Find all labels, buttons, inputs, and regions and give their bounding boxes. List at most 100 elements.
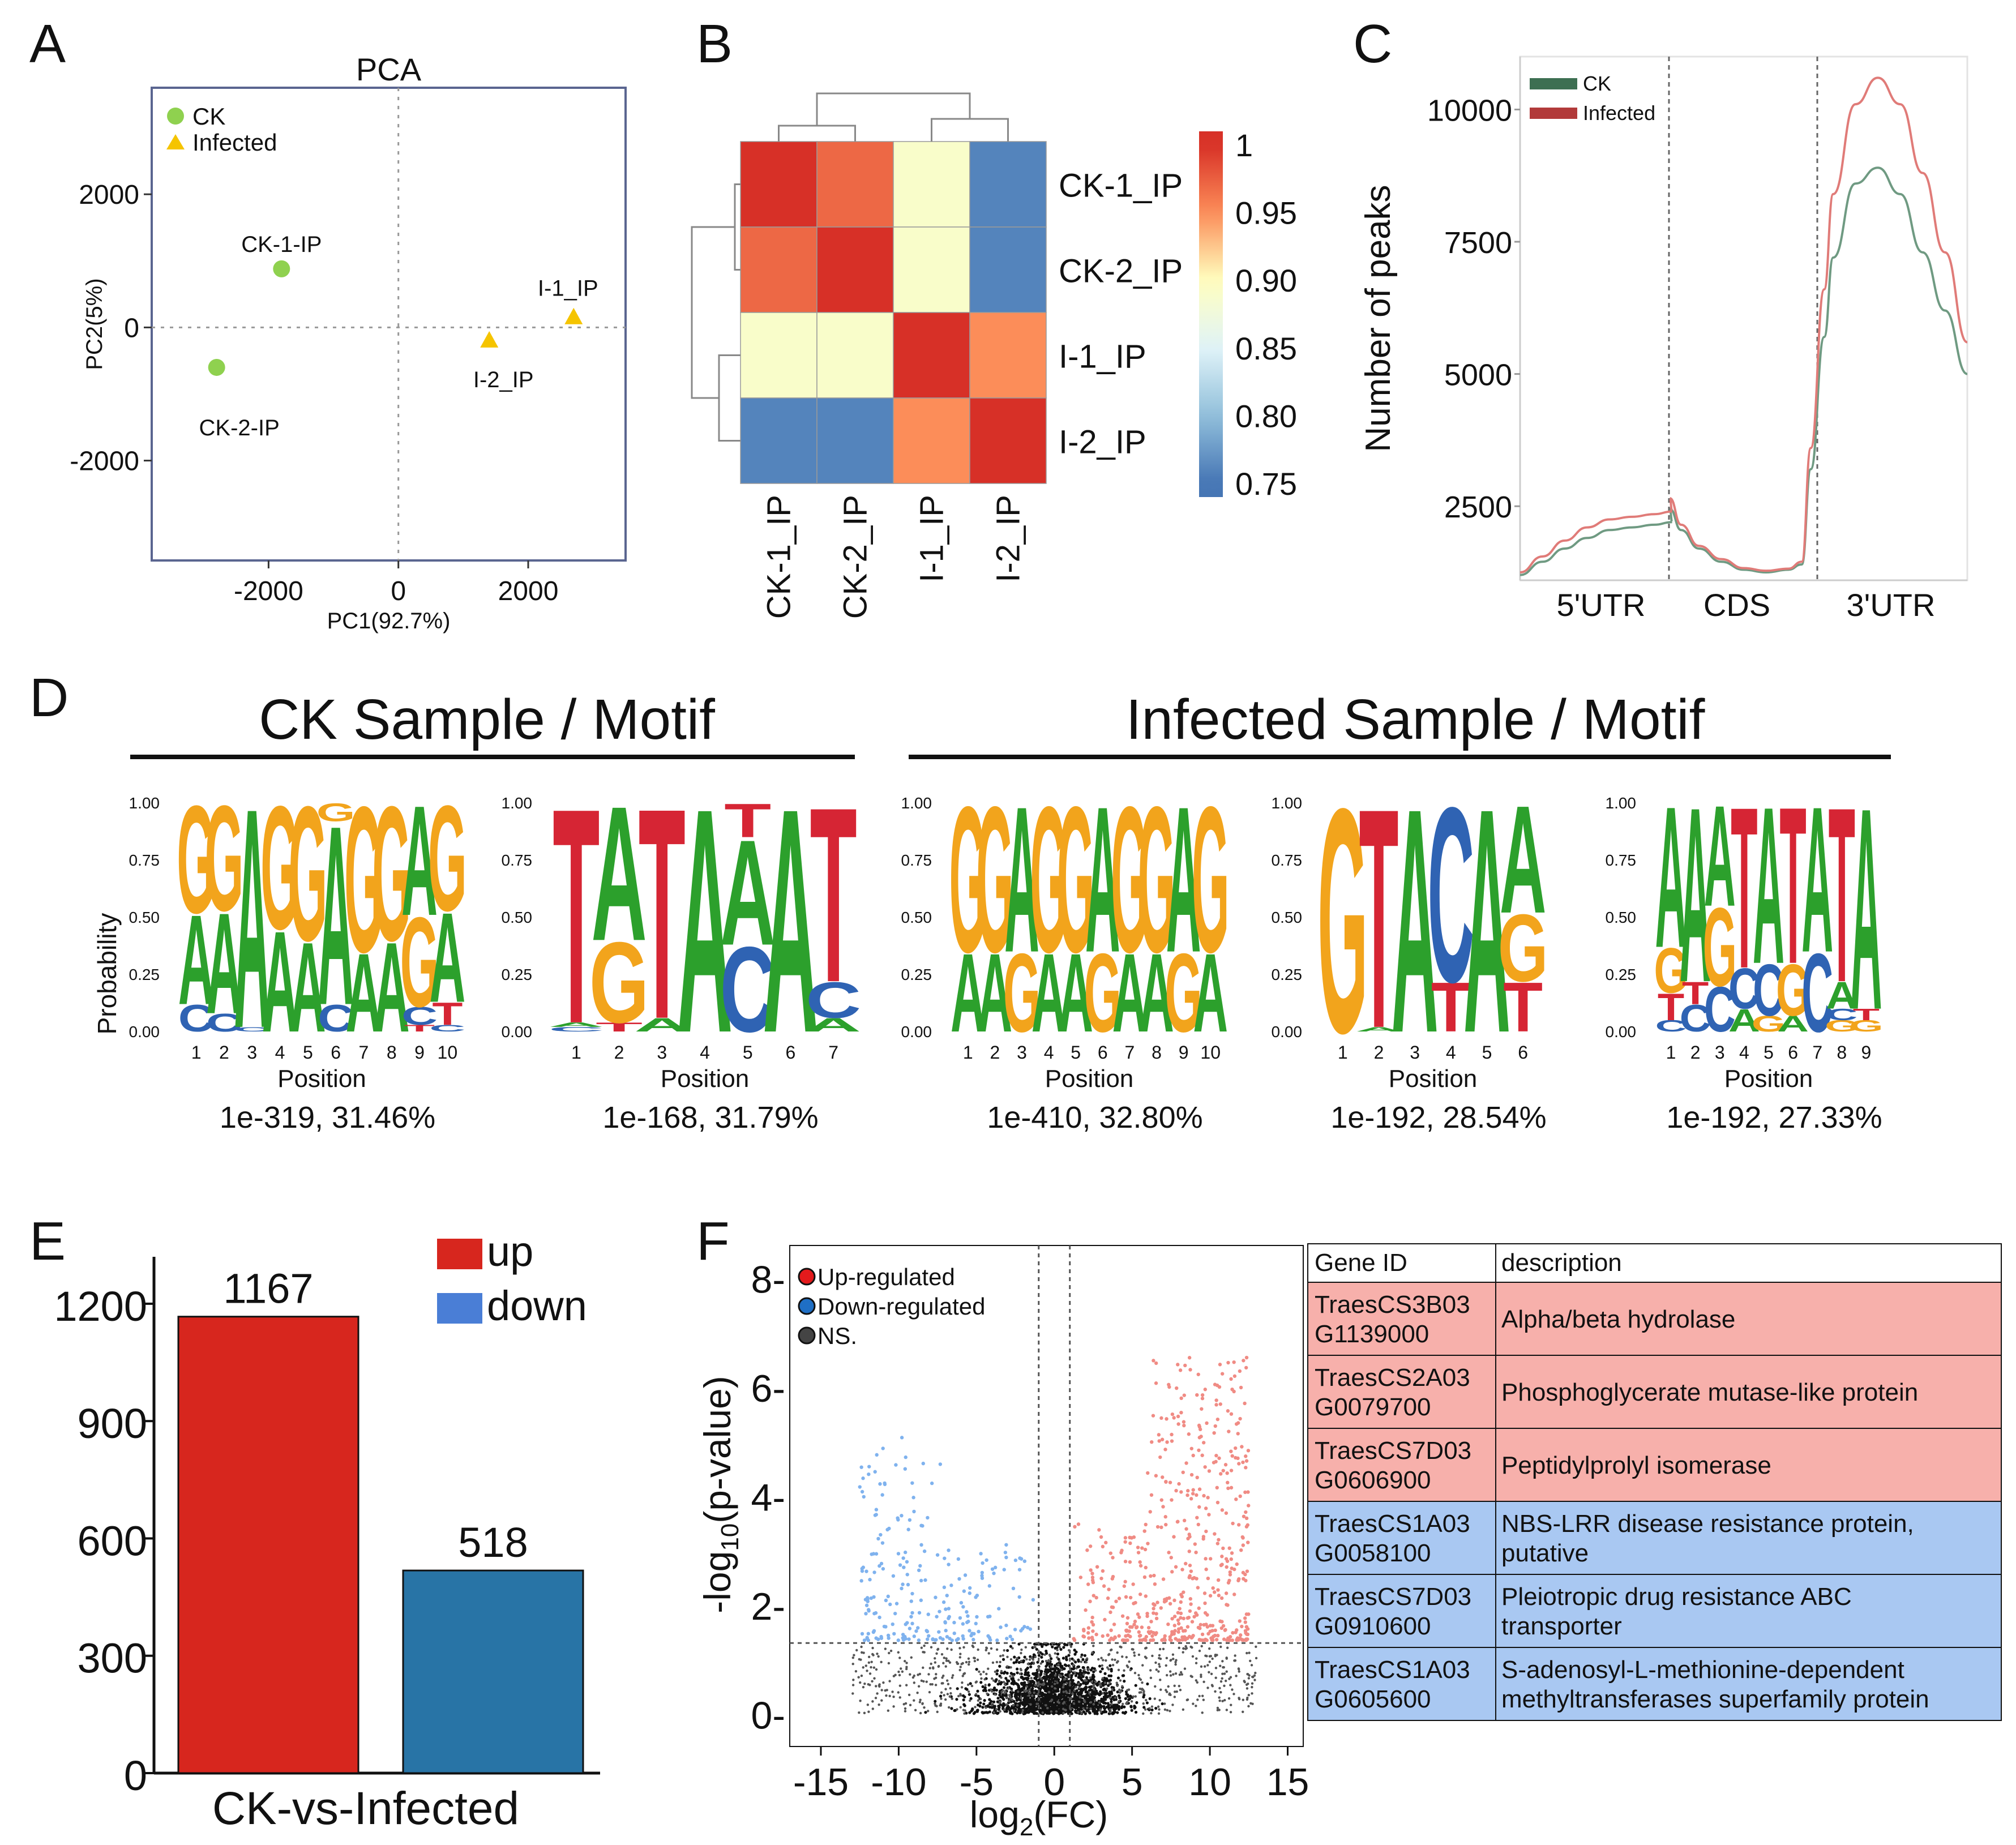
- volcano-point: [967, 1657, 970, 1660]
- volcano-point: [1110, 1605, 1114, 1609]
- volcano-point: [1081, 1704, 1084, 1707]
- volcano-point: [1232, 1593, 1236, 1596]
- volcano-point: [1191, 1453, 1195, 1458]
- volcano-point: [1020, 1659, 1023, 1663]
- volcano-point: [898, 1656, 901, 1659]
- volcano-point: [1103, 1707, 1107, 1710]
- colorbar-tick-label: 0.95: [1235, 195, 1297, 231]
- volcano-point: [878, 1615, 881, 1620]
- volcano-point: [1125, 1621, 1129, 1626]
- peaks-ytick-label: 7500: [1444, 226, 1512, 260]
- legend-ck-swatch: [1530, 78, 1577, 89]
- motif-ytick-label: 0.75: [901, 851, 932, 869]
- motif-letter: C: [1704, 973, 1736, 1045]
- volcano-point: [973, 1659, 977, 1663]
- volcano-point: [1158, 1647, 1162, 1651]
- volcano-point: [1090, 1615, 1094, 1620]
- volcano-point: [1159, 1525, 1163, 1530]
- volcano-point: [911, 1496, 915, 1500]
- volcano-point: [901, 1636, 905, 1640]
- volcano-point: [1245, 1683, 1248, 1686]
- volcano-point: [1109, 1628, 1113, 1632]
- volcano-point: [1157, 1433, 1161, 1437]
- volcano-point: [1174, 1672, 1178, 1675]
- volcano-point: [1102, 1584, 1106, 1588]
- volcano-point: [1136, 1551, 1141, 1555]
- volcano-point: [1092, 1696, 1095, 1699]
- volcano-point: [1033, 1646, 1036, 1649]
- volcano-point: [1174, 1565, 1178, 1569]
- volcano-point: [880, 1699, 883, 1702]
- volcano-point: [1108, 1551, 1112, 1555]
- volcano-point: [1117, 1596, 1122, 1600]
- volcano-point: [1182, 1651, 1184, 1654]
- volcano-point: [1076, 1522, 1081, 1526]
- volcano-point: [1046, 1668, 1049, 1672]
- table-header: [1307, 1243, 2002, 1283]
- volcano-point: [1120, 1638, 1125, 1642]
- volcano-point: [1159, 1688, 1162, 1691]
- volcano-point: [1092, 1710, 1095, 1713]
- volcano-point: [1163, 1638, 1167, 1642]
- volcano-point: [1050, 1691, 1054, 1694]
- volcano-point: [1077, 1658, 1080, 1662]
- volcano-point: [1102, 1701, 1105, 1705]
- volcano-point: [935, 1652, 938, 1655]
- volcano-point: [917, 1673, 919, 1676]
- volcano-point: [906, 1527, 910, 1531]
- volcano-point: [1028, 1627, 1033, 1631]
- volcano-point: [1142, 1706, 1146, 1709]
- volcano-point: [1191, 1655, 1195, 1658]
- motif-ytick-label: 0.25: [1272, 966, 1303, 983]
- volcano-point: [987, 1652, 990, 1655]
- volcano-legend-marker: [798, 1326, 816, 1345]
- volcano-point: [998, 1701, 1001, 1703]
- volcano-point: [864, 1603, 869, 1607]
- volcano-point: [1073, 1653, 1077, 1656]
- pca-chart: PCA-2000 0 200020000-2000PC1(92.7%)PC2(5%)…: [70, 52, 627, 633]
- volcano-point: [1212, 1431, 1216, 1435]
- volcano-point: [1053, 1683, 1056, 1685]
- volcano-point: [1072, 1667, 1076, 1670]
- motif-letter: A: [1004, 763, 1039, 996]
- volcano-point: [945, 1679, 949, 1682]
- motif-letter: C: [234, 1026, 270, 1033]
- volcano-point: [1004, 1555, 1008, 1560]
- volcano-point: [1189, 1602, 1193, 1606]
- volcano-point: [1061, 1686, 1065, 1689]
- heatmap-row-label: CK-1_IP: [1059, 168, 1183, 204]
- volcano-point: [934, 1657, 936, 1660]
- heatmap-col-label: I-2_IP: [990, 495, 1027, 583]
- volcano-point: [966, 1619, 970, 1624]
- volcano-point: [1054, 1652, 1057, 1655]
- volcano-point: [965, 1660, 968, 1664]
- volcano-point: [896, 1552, 901, 1556]
- volcano-point: [1150, 1708, 1154, 1712]
- volcano-point: [959, 1666, 962, 1668]
- motif-panel: CK Sample / Motif Infected Sample / Motif…: [92, 688, 1891, 1135]
- volcano-point: [1065, 1698, 1069, 1702]
- volcano-point: [880, 1689, 883, 1692]
- volcano-point: [1106, 1633, 1110, 1637]
- volcano-point: [1089, 1701, 1093, 1704]
- volcano-point: [958, 1656, 961, 1659]
- volcano-point: [961, 1675, 964, 1677]
- volcano-point: [1212, 1590, 1217, 1594]
- volcano-point: [1195, 1679, 1198, 1682]
- volcano-point: [1189, 1446, 1193, 1450]
- volcano-point: [1041, 1700, 1044, 1703]
- volcano-point: [1128, 1541, 1132, 1546]
- volcano-point: [1113, 1635, 1117, 1639]
- volcano-point: [878, 1703, 880, 1706]
- volcano-point: [1152, 1611, 1155, 1615]
- volcano-point: [903, 1467, 908, 1471]
- volcano-point: [1001, 1693, 1004, 1697]
- volcano-point: [1055, 1710, 1058, 1713]
- volcano-point: [958, 1616, 962, 1620]
- volcano-point: [959, 1693, 962, 1696]
- volcano-point: [989, 1688, 992, 1691]
- volcano-point: [905, 1573, 909, 1577]
- volcano-point: [1056, 1649, 1059, 1651]
- volcano-point: [1061, 1656, 1065, 1660]
- volcano-point: [1084, 1694, 1088, 1698]
